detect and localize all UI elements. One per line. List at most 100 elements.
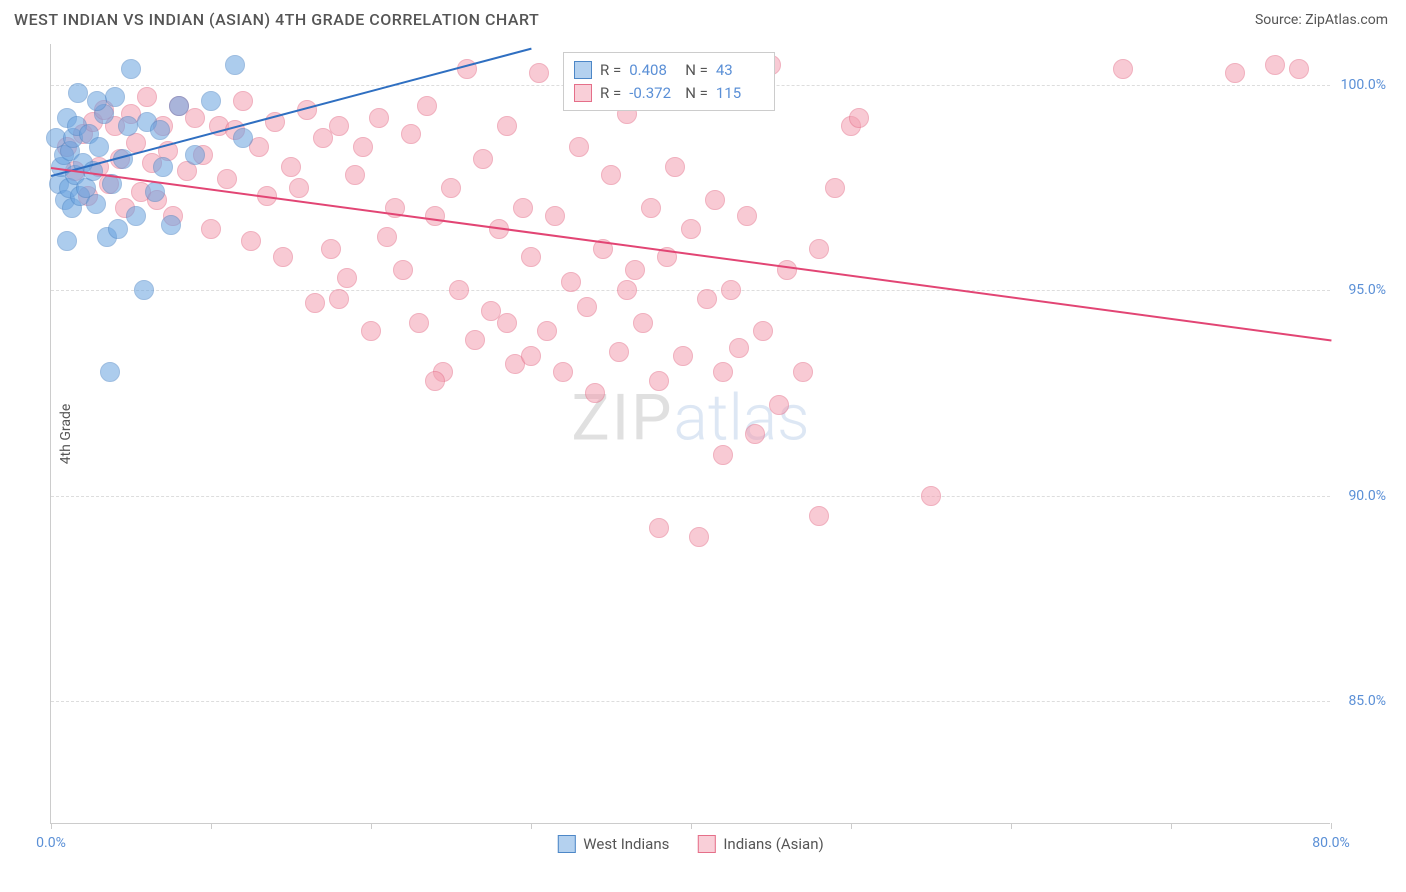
scatter-point (185, 108, 205, 128)
scatter-point (529, 63, 549, 83)
scatter-point (585, 383, 605, 403)
scatter-point (225, 55, 245, 75)
scatter-point (329, 289, 349, 309)
scatter-point (721, 280, 741, 300)
scatter-point (87, 91, 107, 111)
scatter-point (337, 268, 357, 288)
scatter-point (86, 194, 106, 214)
grid-line (51, 701, 1330, 702)
x-tick (691, 823, 692, 829)
scatter-point (201, 91, 221, 111)
x-tick (531, 823, 532, 829)
scatter-point (777, 260, 797, 280)
scatter-point (401, 124, 421, 144)
legend-swatch (557, 835, 575, 853)
scatter-point (241, 231, 261, 251)
scatter-point (185, 145, 205, 165)
scatter-point (449, 280, 469, 300)
y-tick-label: 90.0% (1348, 488, 1386, 504)
scatter-point (625, 260, 645, 280)
scatter-point (126, 206, 146, 226)
scatter-point (108, 219, 128, 239)
scatter-point (150, 120, 170, 140)
scatter-point (681, 219, 701, 239)
scatter-point (497, 313, 517, 333)
scatter-point (305, 293, 325, 313)
scatter-point (921, 486, 941, 506)
scatter-point (673, 346, 693, 366)
scatter-point (281, 157, 301, 177)
x-tick-label: 0.0% (36, 835, 66, 851)
scatter-point (217, 169, 237, 189)
scatter-point (105, 87, 125, 107)
scatter-point (417, 96, 437, 116)
legend-swatch (574, 84, 592, 102)
scatter-point (753, 321, 773, 341)
scatter-point (793, 362, 813, 382)
scatter-point (553, 362, 573, 382)
scatter-point (89, 137, 109, 157)
scatter-point (57, 231, 77, 251)
scatter-point (609, 342, 629, 362)
y-tick-label: 100.0% (1341, 77, 1386, 93)
scatter-point (369, 108, 389, 128)
x-tick-label: 80.0% (1312, 835, 1350, 851)
stats-legend-row: R =0.408N =43 (574, 59, 764, 82)
scatter-point (513, 198, 533, 218)
scatter-point (569, 137, 589, 157)
scatter-point (201, 219, 221, 239)
scatter-point (134, 280, 154, 300)
scatter-point (425, 371, 445, 391)
scatter-point (617, 280, 637, 300)
watermark: ZIPatlas (571, 380, 809, 455)
scatter-point (769, 395, 789, 415)
scatter-point (545, 206, 565, 226)
stats-legend: R =0.408N =43R =-0.372N =115 (563, 52, 775, 111)
scatter-point (1265, 55, 1285, 75)
scatter-point (665, 157, 685, 177)
scatter-point (118, 116, 138, 136)
scatter-point (497, 116, 517, 136)
scatter-point (601, 165, 621, 185)
scatter-point (169, 96, 189, 116)
chart-title: WEST INDIAN VS INDIAN (ASIAN) 4TH GRADE … (14, 10, 539, 29)
scatter-point (100, 362, 120, 382)
series-legend-item: West Indians (557, 835, 669, 853)
grid-line (51, 290, 1330, 291)
scatter-point (329, 116, 349, 136)
scatter-point (1289, 59, 1309, 79)
scatter-point (521, 247, 541, 267)
scatter-point (68, 83, 88, 103)
x-tick (371, 823, 372, 829)
scatter-point (825, 178, 845, 198)
scatter-point (137, 87, 157, 107)
scatter-point (273, 247, 293, 267)
scatter-point (233, 91, 253, 111)
scatter-point (649, 371, 669, 391)
scatter-point (153, 157, 173, 177)
scatter-point (289, 178, 309, 198)
scatter-point (441, 178, 461, 198)
x-tick (1331, 823, 1332, 829)
scatter-point (697, 289, 717, 309)
trend-line (51, 167, 1331, 341)
scatter-point (537, 321, 557, 341)
scatter-point (649, 518, 669, 538)
scatter-point (361, 321, 381, 341)
stats-legend-row: R =-0.372N =115 (574, 82, 764, 105)
scatter-point (345, 165, 365, 185)
scatter-point (465, 330, 485, 350)
scatter-point (713, 445, 733, 465)
x-tick (1011, 823, 1012, 829)
scatter-point (321, 239, 341, 259)
scatter-point (1113, 59, 1133, 79)
scatter-point (233, 128, 253, 148)
scatter-point (409, 313, 429, 333)
scatter-point (689, 527, 709, 547)
x-tick (211, 823, 212, 829)
scatter-point (561, 272, 581, 292)
grid-line (51, 496, 1330, 497)
scatter-point (745, 424, 765, 444)
scatter-point (473, 149, 493, 169)
scatter-point (809, 239, 829, 259)
